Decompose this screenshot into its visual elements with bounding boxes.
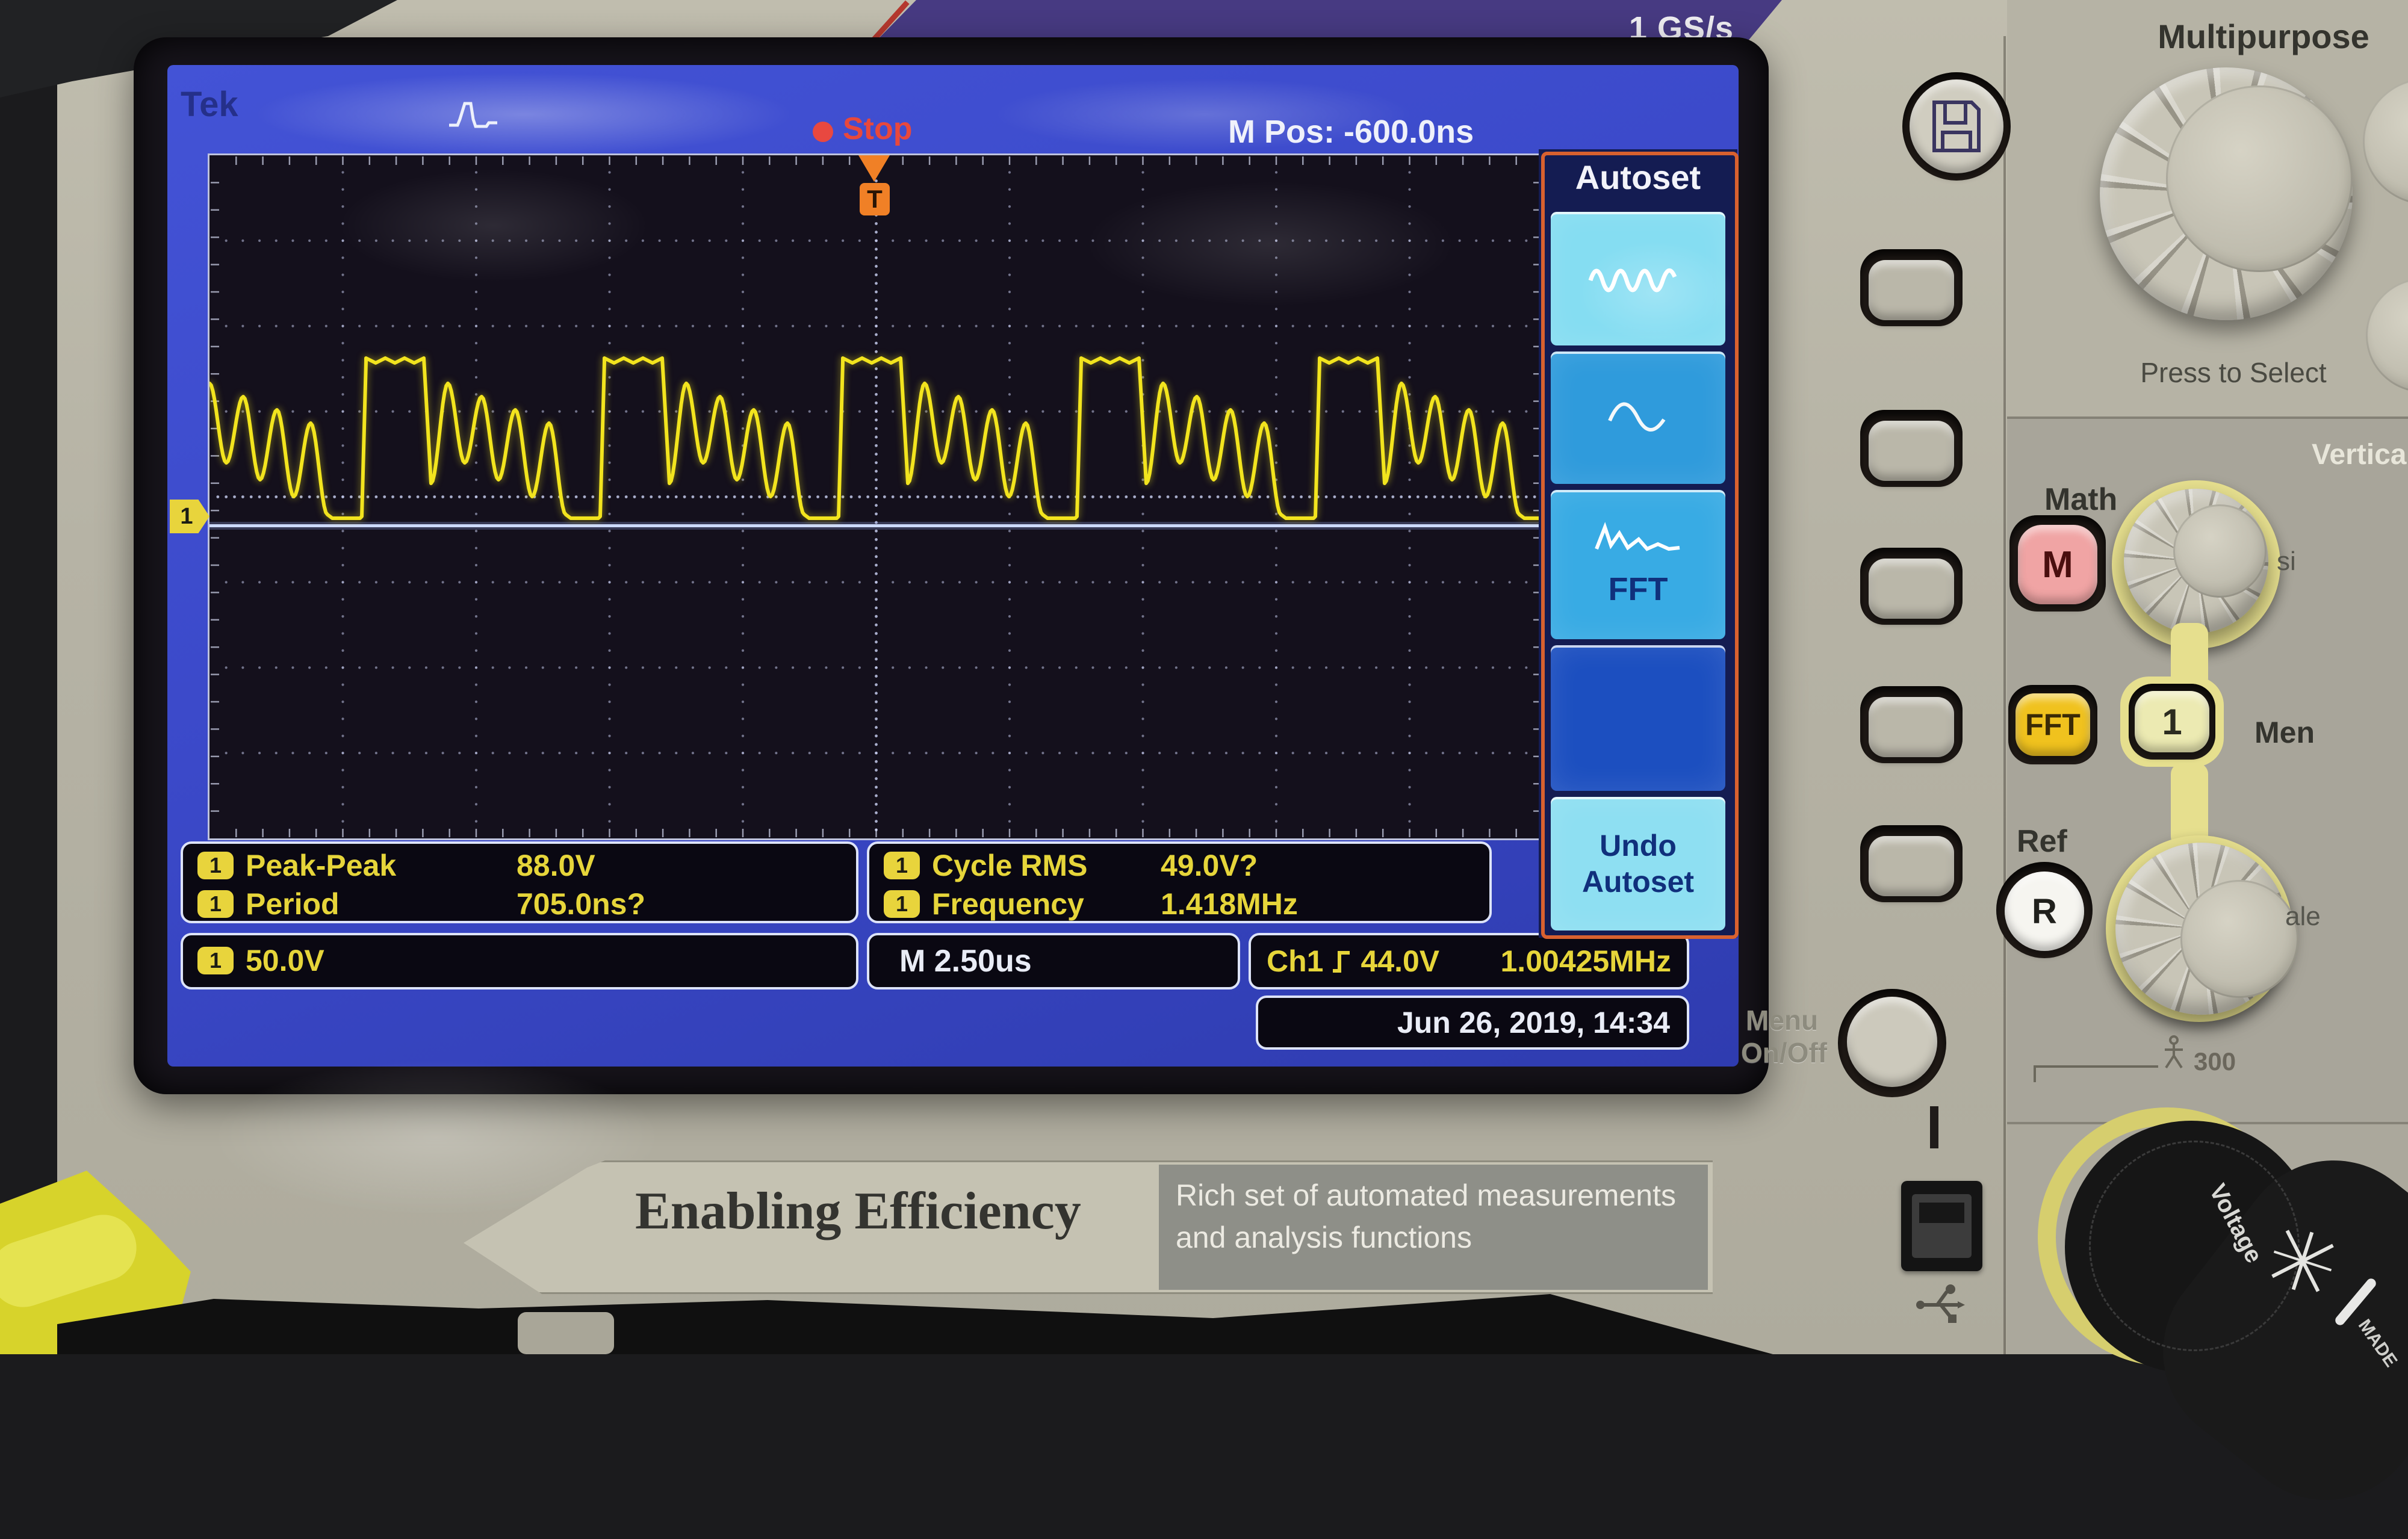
channel-badge: 1: [884, 890, 920, 918]
soft-key-4[interactable]: [1869, 697, 1954, 757]
math-button[interactable]: M: [2018, 525, 2097, 604]
soft-key-3[interactable]: [1869, 559, 1954, 619]
panel-slit: [1930, 1106, 1938, 1148]
save-button[interactable]: [1910, 79, 2003, 173]
math-label: Math: [2044, 482, 2118, 517]
sine-cycle-icon: [1608, 402, 1666, 432]
menu-item-autoset-singlecycle[interactable]: [1551, 351, 1725, 484]
channel-badge: 1: [197, 852, 234, 879]
measurement-value: 88.0V: [517, 849, 595, 882]
measurement-name: Period: [246, 887, 340, 921]
timebase-readout: M 2.50us: [899, 944, 1032, 979]
probe-star-mark: [2271, 1230, 2334, 1292]
slogan-text: Enabling Efficiency: [635, 1182, 1081, 1240]
measurement-value: 1.418MHz: [1161, 887, 1298, 921]
ch1-scale-knob-face[interactable]: [2180, 880, 2298, 998]
timebase-box: M 2.50us: [867, 933, 1240, 989]
tagline-box: Rich set of automated measurements and a…: [1159, 1165, 1708, 1290]
usb-port[interactable]: [1901, 1181, 1982, 1271]
measurement-row: 1 Period 705.0ns?: [183, 885, 856, 923]
graticule-waveform: [208, 153, 1545, 840]
menu-onoff-label-line2: On/Off: [1741, 1037, 1828, 1068]
horizontal-position-readout: M Pos: -600.0ns: [1228, 114, 1474, 150]
panel-marking-line: [2034, 1065, 2036, 1082]
ch1-color-strip: [2171, 763, 2208, 847]
soft-menu-title: Autoset: [1575, 158, 1701, 196]
oscilloscope-photo: 1 GS/s Tek Stop M Pos: -600.0ns T 1 1 Pe…: [0, 0, 2408, 1371]
channel-badge: 1: [884, 852, 920, 879]
trigger-source: Ch1: [1267, 944, 1324, 978]
menu-item-fft[interactable]: FFT: [1551, 490, 1725, 639]
stop-dot-icon: [813, 122, 833, 142]
measurement-value: 705.0ns?: [517, 887, 646, 921]
multipurpose-label: Multipurpose: [2158, 17, 2369, 55]
panel-seam: [2003, 36, 2006, 1354]
vertical-section-label: Vertical: [2312, 439, 2408, 471]
menu-label-clipped: Men: [2254, 716, 2315, 749]
sine-burst-icon: [1588, 268, 1677, 293]
floppy-disk-icon: [1932, 101, 1981, 152]
measurement-name: Peak-Peak: [246, 849, 397, 882]
probe-stitching: [2089, 1141, 2300, 1351]
measurement-box-left: 1 Peak-Peak 88.0V 1 Period 705.0ns?: [181, 841, 858, 923]
readout-row: 1 50.0V: [183, 935, 856, 986]
ground-rating-icon: [2165, 1035, 2183, 1069]
menu-item-autoset-multicycle[interactable]: [1551, 212, 1725, 345]
ch1-button[interactable]: 1: [2135, 691, 2209, 752]
usb-icon: [1916, 1284, 1965, 1323]
max-voltage-label: 300: [2194, 1047, 2236, 1076]
measurement-row: 1 Cycle RMS 49.0V?: [869, 846, 1489, 885]
multipurpose-knob-face[interactable]: [2166, 85, 2353, 272]
channel-scale-readout: 50.0V: [246, 944, 324, 977]
soft-menu-border: [1541, 152, 1739, 939]
soft-key-2[interactable]: [1869, 421, 1954, 481]
menu-onoff-button[interactable]: [1847, 997, 1937, 1087]
tagline-line1: Rich set of automated measurements: [1176, 1178, 1676, 1212]
menu-item-undo-autoset[interactable]: Undo Autoset: [1551, 797, 1725, 931]
channel-badge: 1: [197, 890, 234, 918]
measurement-name: Frequency: [932, 887, 1084, 921]
ref-label: Ref: [2017, 824, 2067, 859]
soft-key-1[interactable]: [1869, 260, 1954, 320]
soft-key-5[interactable]: [1869, 836, 1954, 896]
trigger-readout-box: Ch1 44.0V 1.00425MHz: [1249, 933, 1689, 989]
tek-logo: Tek: [181, 85, 238, 124]
menu-item-label-line2: Autoset: [1581, 865, 1695, 899]
menu-item-label-line1: Undo: [1600, 829, 1677, 862]
measurement-box-right: 1 Cycle RMS 49.0V? 1 Frequency 1.418MHz: [867, 841, 1492, 923]
ref-button[interactable]: R: [2005, 872, 2084, 951]
press-to-select-label: Press to Select: [2140, 357, 2327, 388]
channel1-ground-marker: 1: [170, 500, 209, 533]
datetime-readout: Jun 26, 2019, 14:34: [1397, 1006, 1670, 1039]
trigger-position-arrow-icon: [858, 155, 890, 182]
menu-item-empty[interactable]: [1551, 645, 1725, 791]
menu-onoff-label-line1: Menu: [1746, 1005, 1819, 1036]
trigger-level: 44.0V: [1361, 944, 1440, 978]
ch1-position-knob-face[interactable]: [2173, 504, 2267, 598]
menu-item-label: FFT: [1608, 571, 1668, 607]
datetime-box: Jun 26, 2019, 14:34: [1256, 996, 1689, 1050]
channel-badge: 1: [197, 947, 234, 974]
rising-edge-icon: [1333, 951, 1350, 973]
measurement-row: 1 Frequency 1.418MHz: [869, 885, 1489, 923]
trigger-frequency: 1.00425MHz: [1500, 944, 1672, 978]
fft-spectrum-icon: [1595, 522, 1680, 551]
panel-seam: [2007, 416, 2408, 419]
measurement-value: 49.0V?: [1161, 849, 1258, 882]
measurement-row: 1 Peak-Peak 88.0V: [183, 846, 856, 885]
trigger-marker-badge: T: [860, 183, 890, 215]
scale-label-clipped: ale: [2285, 902, 2321, 931]
acquisition-status: Stop: [843, 111, 913, 146]
fft-button[interactable]: FFT: [2015, 693, 2090, 756]
measurement-name: Cycle RMS: [932, 849, 1088, 882]
channel-scale-box: 1 50.0V: [181, 933, 858, 989]
scope-foot: [518, 1312, 614, 1354]
tagline-line2: and analysis functions: [1176, 1221, 1472, 1254]
panel-marking-line: [2034, 1065, 2158, 1068]
trigger-type-pulse-icon: [449, 102, 497, 128]
position-label-clipped: si: [2277, 547, 2296, 576]
